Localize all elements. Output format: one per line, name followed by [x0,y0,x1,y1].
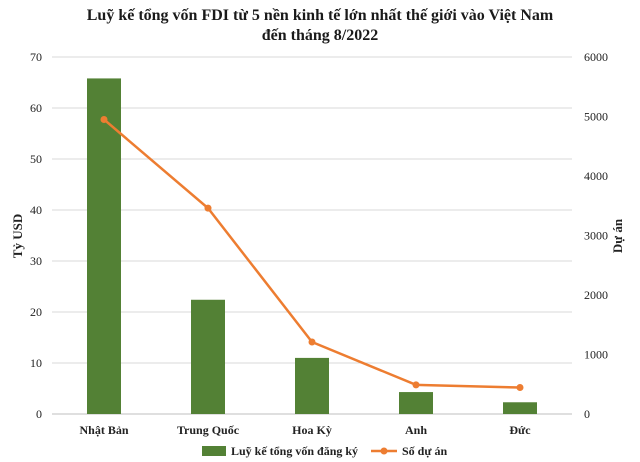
right-axis-label: Dự án [610,218,625,253]
right-axis-ticks: 0 1000 2000 3000 4000 5000 6000 [584,50,608,421]
line-point [412,381,420,389]
bar [503,402,537,414]
line-point [100,115,108,123]
chart-title-line2: đến tháng 8/2022 [262,27,378,44]
category-label: Nhật Bản [79,423,128,437]
left-axis-ticks: 0 10 20 30 40 50 60 70 [30,50,42,421]
line-point [516,384,524,392]
right-tick-label: 5000 [584,110,608,124]
right-tick-label: 1000 [584,348,608,362]
left-tick-label: 50 [30,152,42,166]
bar [191,299,225,414]
line-path [103,118,521,389]
left-tick-label: 30 [30,254,42,268]
right-tick-label: 0 [584,407,590,421]
bar [399,392,433,414]
category-label: Hoa Kỳ [292,423,332,437]
legend-line-marker [380,447,388,455]
legend-line-label: Số dự án [402,444,448,458]
right-tick-label: 6000 [584,50,608,64]
bar [295,357,329,414]
legend: Luỹ kế tổng vốn đăng ký Số dự án [202,444,448,458]
chart-title-line1: Luỹ kế tổng vốn FDI từ 5 nền kinh tế lớn… [87,7,554,24]
gridlines [52,56,572,415]
left-tick-label: 0 [36,407,42,421]
legend-bar-swatch [202,446,226,456]
right-tick-label: 3000 [584,229,608,243]
bar [87,78,121,415]
line-series [100,115,524,392]
line-point [204,204,212,212]
category-labels: Nhật Bản Trung Quốc Hoa Kỳ Anh Đức [79,423,531,437]
left-tick-label: 40 [30,203,42,217]
left-tick-label: 10 [30,356,42,370]
category-label: Đức [509,423,531,437]
bar-series [87,78,537,415]
legend-bar-label: Luỹ kế tổng vốn đăng ký [231,444,358,458]
line-point [308,338,316,346]
right-tick-label: 2000 [584,288,608,302]
left-tick-label: 70 [30,50,42,64]
left-tick-label: 20 [30,305,42,319]
right-tick-label: 4000 [584,169,608,183]
left-axis-label: Tỷ USD [10,214,25,258]
category-label: Trung Quốc [177,423,240,437]
left-tick-label: 60 [30,101,42,115]
category-label: Anh [405,423,427,437]
